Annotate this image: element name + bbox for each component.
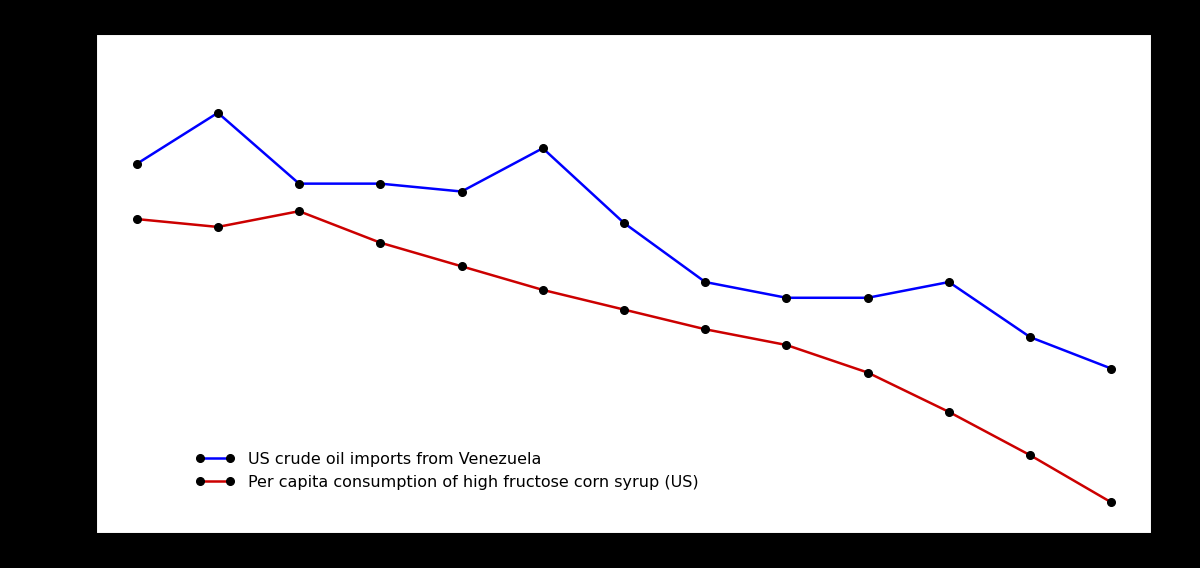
Per capita consumption of high fructose corn syrup (US) (860, 369, 875, 376)
US crude oil imports from Venezuela (130, 161, 144, 168)
Per capita consumption of high fructose corn syrup (US) (373, 239, 388, 246)
US crude oil imports from Venezuela (617, 220, 631, 227)
US crude oil imports from Venezuela (942, 279, 956, 286)
US crude oil imports from Venezuela (373, 180, 388, 187)
US crude oil imports from Venezuela (698, 279, 713, 286)
Per capita consumption of high fructose corn syrup (US) (698, 326, 713, 333)
Per capita consumption of high fructose corn syrup (US) (942, 408, 956, 415)
Per capita consumption of high fructose corn syrup (US) (211, 224, 226, 231)
Per capita consumption of high fructose corn syrup (US) (617, 306, 631, 313)
Per capita consumption of high fructose corn syrup (US) (455, 263, 469, 270)
Line: US crude oil imports from Venezuela: US crude oil imports from Venezuela (133, 109, 1115, 373)
Per capita consumption of high fructose corn syrup (US) (535, 286, 550, 293)
US crude oil imports from Venezuela (292, 180, 306, 187)
US crude oil imports from Venezuela (535, 145, 550, 152)
US crude oil imports from Venezuela (1104, 365, 1118, 372)
US crude oil imports from Venezuela (1022, 334, 1037, 341)
US crude oil imports from Venezuela (779, 294, 793, 301)
Per capita consumption of high fructose corn syrup (US) (292, 208, 306, 215)
Per capita consumption of high fructose corn syrup (US) (1104, 499, 1118, 506)
Per capita consumption of high fructose corn syrup (US) (130, 216, 144, 223)
Per capita consumption of high fructose corn syrup (US) (779, 341, 793, 348)
Line: Per capita consumption of high fructose corn syrup (US): Per capita consumption of high fructose … (133, 207, 1115, 506)
US crude oil imports from Venezuela (455, 188, 469, 195)
Per capita consumption of high fructose corn syrup (US) (1022, 452, 1037, 458)
Legend: US crude oil imports from Venezuela, Per capita consumption of high fructose cor: US crude oil imports from Venezuela, Per… (188, 445, 704, 496)
US crude oil imports from Venezuela (211, 110, 226, 116)
US crude oil imports from Venezuela (860, 294, 875, 301)
